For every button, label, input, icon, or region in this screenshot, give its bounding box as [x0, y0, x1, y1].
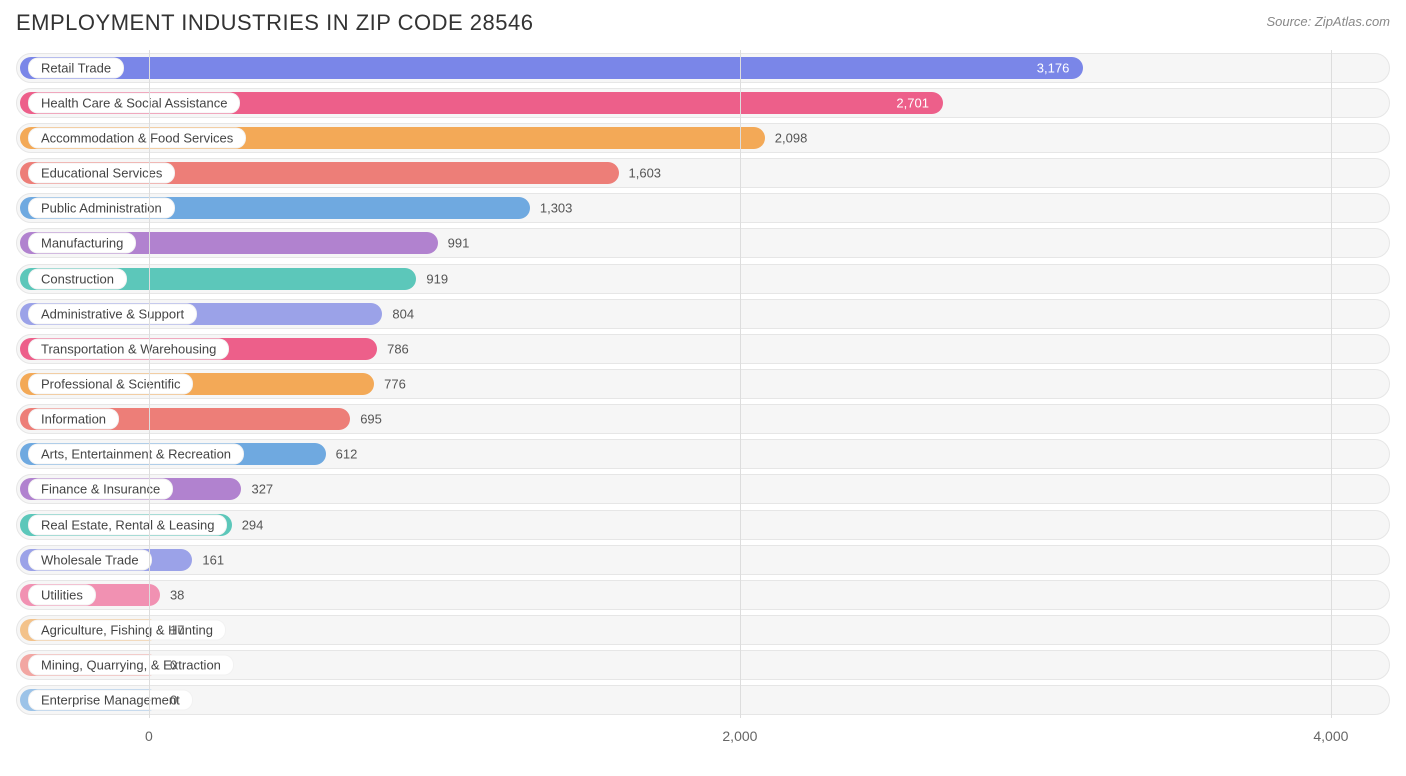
bar-value-label: 786	[387, 341, 409, 356]
bar-value-label: 0	[170, 658, 177, 673]
bar-label-pill: Construction	[28, 268, 127, 289]
bar-value-label: 919	[426, 271, 448, 286]
bar-label-pill: Manufacturing	[28, 233, 136, 254]
bar-label-pill: Mining, Quarrying, & Extraction	[28, 655, 234, 676]
bar-row: Wholesale Trade 161	[16, 545, 1390, 575]
gridline	[740, 50, 741, 718]
bar-fill	[20, 57, 1083, 79]
bar-row: Real Estate, Rental & Leasing 294	[16, 510, 1390, 540]
bar-row: Mining, Quarrying, & Extraction0	[16, 650, 1390, 680]
bar-rows-container: Retail Trade 3,176 Health Care & Social As…	[16, 50, 1390, 718]
source-attribution: Source: ZipAtlas.com	[1266, 14, 1390, 29]
bar-row: Arts, Entertainment & Recreation 612	[16, 439, 1390, 469]
bar-label-pill: Administrative & Support	[28, 303, 197, 324]
bar-label-pill: Finance & Insurance	[28, 479, 173, 500]
bar-row: Utilities 38	[16, 580, 1390, 610]
bar-value-label: 0	[170, 693, 177, 708]
bar-label-pill: Information	[28, 409, 119, 430]
bar-label-pill: Real Estate, Rental & Leasing	[28, 514, 227, 535]
bar-value-label: 161	[202, 552, 224, 567]
bar-value-label: 294	[242, 517, 264, 532]
x-tick-label: 0	[145, 728, 153, 744]
bar-row: Health Care & Social Assistance 2,701	[16, 88, 1390, 118]
bar-label-pill: Retail Trade	[28, 57, 124, 78]
bar-row: Finance & Insurance 327	[16, 474, 1390, 504]
bar-row: Accommodation & Food Services 2,098	[16, 123, 1390, 153]
bar-label-pill: Educational Services	[28, 163, 175, 184]
bar-value-label: 991	[448, 236, 470, 251]
bar-value-label: 3,176	[1037, 60, 1070, 75]
bar-value-label: 1,303	[540, 201, 573, 216]
bar-row: Professional & Scientific 776	[16, 369, 1390, 399]
x-tick-label: 2,000	[722, 728, 757, 744]
gridline	[1331, 50, 1332, 718]
bar-value-label: 2,701	[896, 95, 929, 110]
bar-label-pill: Health Care & Social Assistance	[28, 92, 240, 113]
bar-track	[16, 580, 1390, 610]
bar-row: Enterprise Management0	[16, 685, 1390, 715]
bar-row: Administrative & Support 804	[16, 299, 1390, 329]
bar-value-label: 612	[336, 447, 358, 462]
chart-title: EMPLOYMENT INDUSTRIES IN ZIP CODE 28546	[16, 10, 534, 36]
bar-row: Transportation & Warehousing 786	[16, 334, 1390, 364]
bar-value-label: 1,603	[629, 166, 662, 181]
chart-area: Retail Trade 3,176 Health Care & Social As…	[16, 50, 1390, 750]
bar-row: Public Administration 1,303	[16, 193, 1390, 223]
bar-row: Educational Services 1,603	[16, 158, 1390, 188]
bar-value-label: 804	[392, 306, 414, 321]
bar-label-pill: Transportation & Warehousing	[28, 338, 229, 359]
bar-row: Manufacturing 991	[16, 228, 1390, 258]
bar-value-label: 17	[170, 623, 184, 638]
bar-row: Information 695	[16, 404, 1390, 434]
bar-label-pill: Wholesale Trade	[28, 549, 152, 570]
bar-label-pill: Accommodation & Food Services	[28, 127, 246, 148]
bar-label-pill: Agriculture, Fishing & Hunting	[28, 620, 226, 641]
bar-row: Retail Trade 3,176	[16, 53, 1390, 83]
x-tick-label: 4,000	[1313, 728, 1348, 744]
bar-value-label: 38	[170, 587, 184, 602]
bar-label-pill: Enterprise Management	[28, 690, 193, 711]
bar-value-label: 776	[384, 376, 406, 391]
plot-region: Retail Trade 3,176 Health Care & Social As…	[16, 50, 1390, 718]
bar-label-pill: Professional & Scientific	[28, 373, 193, 394]
bar-value-label: 2,098	[775, 130, 808, 145]
x-axis: 0 2,000 4,000	[16, 722, 1390, 750]
gridline	[149, 50, 150, 718]
bar-value-label: 327	[251, 482, 273, 497]
bar-track	[16, 685, 1390, 715]
bar-row: Construction 919	[16, 264, 1390, 294]
bar-label-pill: Utilities	[28, 584, 96, 605]
bar-value-label: 695	[360, 412, 382, 427]
bar-row: Agriculture, Fishing & Hunting17	[16, 615, 1390, 645]
bar-label-pill: Arts, Entertainment & Recreation	[28, 444, 244, 465]
bar-label-pill: Public Administration	[28, 198, 175, 219]
